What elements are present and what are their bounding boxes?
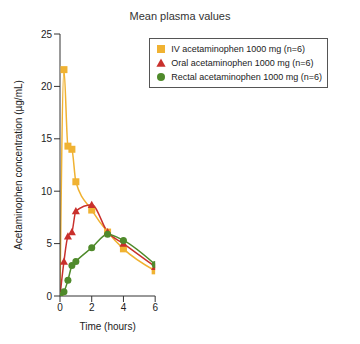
html-text:Mean plasma values: Mean plasma values — [129, 10, 231, 22]
svg-text:5: 5 — [46, 238, 52, 249]
svg-text:20: 20 — [41, 81, 53, 92]
svg-text:Time (hours): Time (hours) — [79, 321, 135, 332]
html-text:Oral acetaminophen 1000 mg (n=: Oral acetaminophen 1000 mg (n=6) — [171, 58, 314, 68]
svg-text:Acetaminophen concentration (µ: Acetaminophen concentration (µg/mL) — [13, 80, 24, 250]
svg-text:0: 0 — [57, 302, 63, 313]
svg-text:0: 0 — [46, 291, 52, 302]
svg-text:15: 15 — [41, 133, 53, 144]
svg-text:25: 25 — [41, 29, 53, 40]
svg-text:2: 2 — [89, 302, 95, 313]
svg-text:10: 10 — [41, 186, 53, 197]
svg-text:4: 4 — [121, 302, 127, 313]
html-text:Rectal acetaminophen 1000 mg (: Rectal acetaminophen 1000 mg (n=6) — [171, 72, 322, 82]
html-text:IV acetaminophen 1000 mg (n=6): IV acetaminophen 1000 mg (n=6) — [171, 44, 305, 54]
svg-text:6: 6 — [152, 302, 158, 313]
